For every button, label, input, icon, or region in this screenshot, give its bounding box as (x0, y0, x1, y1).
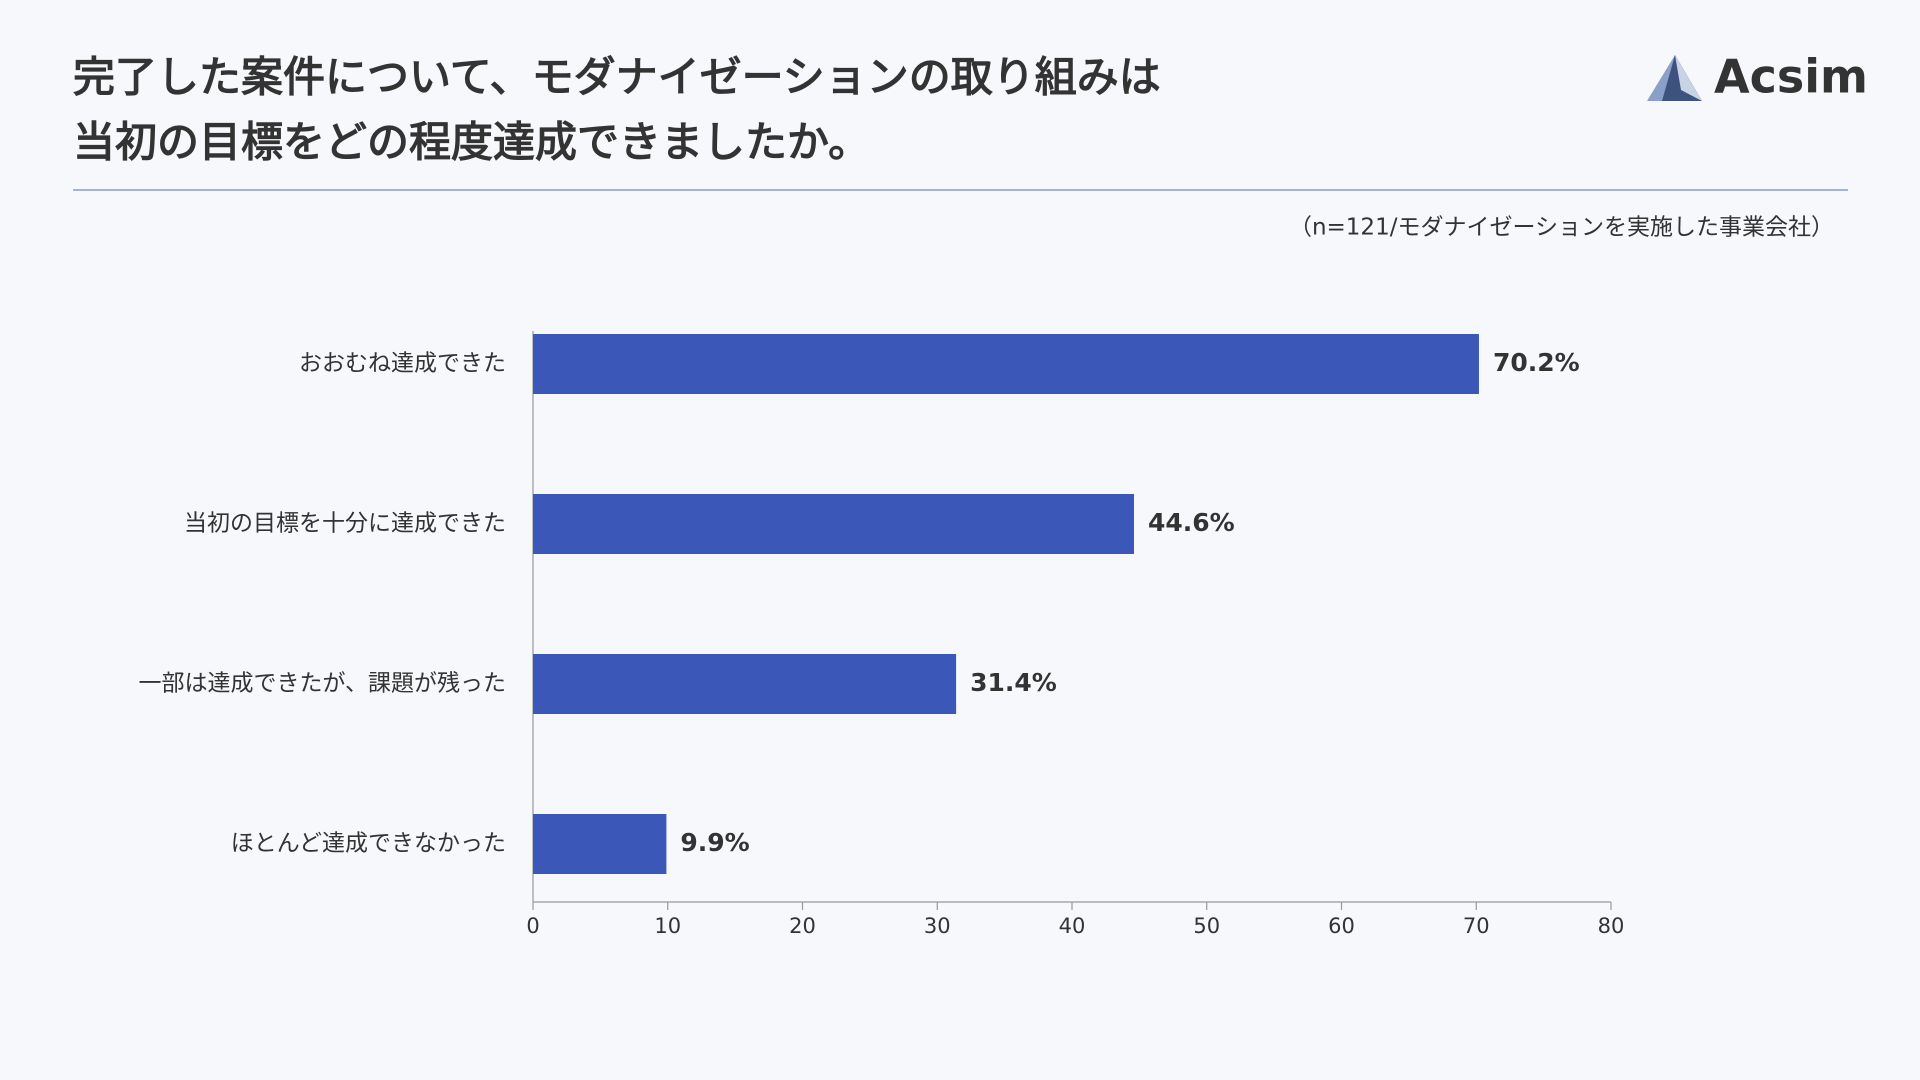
x-tick-label: 20 (789, 914, 816, 938)
y-tick-label: ほとんど達成できなかった (231, 831, 506, 857)
data-label: 31.4% (970, 668, 1057, 697)
y-tick-label: おおむね達成できた (299, 351, 506, 377)
x-tick-label: 30 (924, 914, 951, 938)
x-tick-label: 40 (1059, 914, 1086, 938)
y-tick-label: 当初の目標を十分に達成できた (184, 511, 506, 537)
bar (533, 494, 1134, 554)
logo-text: Acsim (1714, 50, 1868, 104)
data-label: 70.2% (1493, 348, 1580, 377)
bar (533, 814, 667, 874)
chart-title: 完了した案件について、モダナイゼーションの取り組みは (73, 53, 1161, 102)
x-tick-label: 70 (1463, 914, 1490, 938)
logo: Acsim (1647, 50, 1868, 104)
bar (533, 654, 957, 714)
x-tick-label: 80 (1598, 914, 1625, 938)
data-label: 9.9% (680, 828, 749, 857)
x-tick-label: 0 (526, 914, 539, 938)
bar (533, 334, 1479, 394)
y-tick-label: 一部は達成できたが、課題が残った (138, 671, 506, 697)
data-label: 44.6% (1148, 508, 1235, 537)
x-tick-label: 10 (654, 914, 681, 938)
x-tick-label: 50 (1193, 914, 1220, 938)
chart-title: 当初の目標をどの程度達成できましたか。 (73, 118, 870, 167)
logo-icon (1675, 55, 1702, 101)
subtitle: （n=121/モダナイゼーションを実施した事業会社） (1289, 215, 1834, 241)
x-tick-label: 60 (1328, 914, 1355, 938)
